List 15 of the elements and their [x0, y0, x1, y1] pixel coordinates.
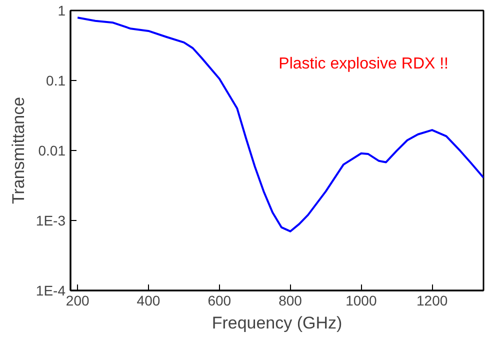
y-tick-label: 1E-4: [36, 282, 66, 298]
x-tick-label: 1200: [416, 292, 448, 308]
x-tick-label: 600: [208, 292, 232, 308]
x-tick-label: 400: [136, 292, 160, 308]
annotation: Plastic explosive RDX !!: [278, 56, 449, 72]
y-tick-label: 1E-3: [36, 212, 66, 228]
y-axis-title: Transmittance: [8, 96, 28, 204]
x-tick-label: 800: [278, 292, 302, 308]
x-tick-label: 1000: [346, 292, 377, 308]
y-tick-label: 0.1: [46, 72, 66, 88]
x-axis-title: Frequency (GHz): [212, 314, 342, 332]
x-tick-label: 200: [66, 292, 90, 308]
line-series: [76, 16, 484, 232]
y-tick-label: 1: [58, 2, 66, 18]
y-tick-label: 0.01: [38, 142, 66, 158]
